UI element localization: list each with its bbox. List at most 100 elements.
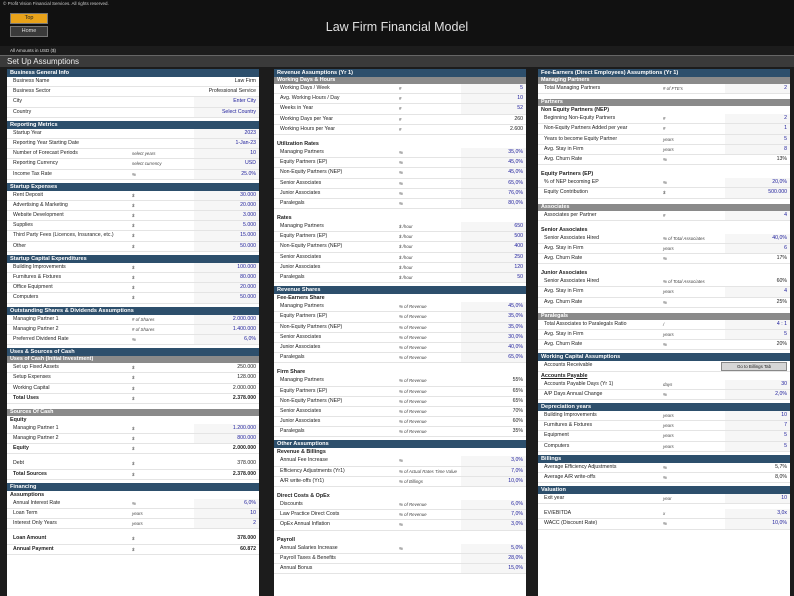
row-label: Senior Associates Hired	[544, 278, 600, 285]
input-cell[interactable]: Enter City	[194, 97, 259, 107]
input-cell[interactable]: Select Country	[194, 107, 259, 117]
input-cell[interactable]: 2.000.000	[194, 314, 259, 324]
input-cell[interactable]: 40,0%	[725, 233, 790, 243]
input-cell[interactable]: 2	[725, 114, 790, 124]
input-cell[interactable]: 10,0%	[725, 519, 790, 529]
input-cell[interactable]: 10	[725, 494, 790, 504]
input-cell[interactable]: 50.000	[194, 293, 259, 303]
table-row: Supplies $5.000	[7, 221, 259, 232]
table-row: Number of Forecast Periods select years 10	[7, 149, 259, 160]
input-cell[interactable]: 20.000	[194, 283, 259, 293]
input-cell[interactable]: 2023	[194, 128, 259, 138]
input-cell[interactable]: 2,0%	[725, 389, 790, 399]
rates-rows: Managing Partners $ /hour 650 Equity Partne…	[274, 222, 526, 284]
input-cell[interactable]: 400	[461, 242, 526, 252]
table-row: Interest Only Years years 2	[7, 519, 259, 530]
input-cell[interactable]: 5	[725, 441, 790, 451]
sub-head: Firm Share	[277, 369, 306, 376]
top-button[interactable]: Top	[10, 13, 48, 24]
input-cell[interactable]: 45,0%	[461, 302, 526, 312]
input-cell[interactable]: 40,0%	[461, 342, 526, 353]
input-cell[interactable]: 2	[725, 84, 790, 94]
input-cell[interactable]: 6,0%	[461, 500, 526, 510]
input-cell[interactable]: 80,0%	[461, 198, 526, 209]
input-cell[interactable]: 5.000	[194, 221, 259, 231]
input-cell[interactable]: 35,0%	[461, 312, 526, 322]
input-cell[interactable]: USD	[194, 159, 259, 169]
input-cell[interactable]: 20,0%	[725, 178, 790, 188]
input-cell[interactable]: 10,0%	[461, 476, 526, 486]
input-cell[interactable]: 45,0%	[461, 158, 526, 168]
input-cell[interactable]: 30,0%	[461, 332, 526, 342]
input-cell[interactable]: 15.000	[194, 231, 259, 241]
input-cell[interactable]: 2	[194, 519, 259, 529]
table-row: Working Days per Year #260	[274, 115, 526, 125]
input-cell[interactable]: 80.000	[194, 273, 259, 283]
input-cell[interactable]: 650	[461, 222, 526, 232]
row-unit: %	[132, 171, 136, 177]
input-cell[interactable]: 76,0%	[461, 188, 526, 198]
table-row: Avg. Churn Rate% 20%	[538, 340, 790, 351]
input-cell[interactable]: 6,0%	[194, 334, 259, 345]
input-cell[interactable]: 65,0%	[461, 178, 526, 188]
input-cell[interactable]: 3.000	[194, 211, 259, 221]
input-cell[interactable]: 7,0%	[461, 510, 526, 520]
input-cell[interactable]: 3,0x	[725, 509, 790, 519]
input-cell[interactable]: 10	[725, 410, 790, 421]
input-cell[interactable]: 50	[461, 273, 526, 283]
input-cell[interactable]: 35,0%	[461, 322, 526, 332]
input-cell[interactable]: 250	[461, 252, 526, 262]
table-row: Weeks in Year #52	[274, 104, 526, 115]
input-cell[interactable]: 5	[725, 134, 790, 144]
row-label: Setup Expenses	[13, 374, 51, 381]
go-to-billings-button[interactable]: Go to Billings Tab	[721, 362, 787, 372]
input-cell[interactable]: 1.200.000	[194, 423, 259, 434]
input-cell[interactable]: 6,0%	[194, 498, 259, 508]
input-cell[interactable]: 4	[725, 210, 790, 220]
input-cell[interactable]: 500.000	[725, 188, 790, 198]
input-cell[interactable]: 7	[725, 421, 790, 431]
input-cell[interactable]: 10	[194, 149, 259, 159]
input-cell[interactable]: 1-Jan-23	[194, 138, 259, 149]
input-cell[interactable]: 15,0%	[461, 563, 526, 574]
input-cell[interactable]: 120	[461, 262, 526, 272]
input-cell[interactable]: 10	[461, 94, 526, 104]
sub-head: Senior Associates	[541, 226, 588, 233]
input-cell[interactable]: 6	[725, 243, 790, 254]
input-cell[interactable]: 100.000	[194, 262, 259, 272]
row-label: Senior Associates	[280, 407, 322, 414]
input-cell[interactable]: 4	[725, 287, 790, 297]
input-cell[interactable]: 35,0%	[461, 147, 526, 158]
input-cell[interactable]: 5	[461, 84, 526, 94]
input-cell[interactable]: 500	[461, 232, 526, 242]
input-cell[interactable]: 5	[725, 330, 790, 340]
input-cell[interactable]: 5	[725, 431, 790, 441]
input-cell[interactable]: 1.400.000	[194, 324, 259, 334]
value-cell: 55%	[512, 377, 523, 384]
input-cell[interactable]: 4 : 1	[725, 319, 790, 329]
section-title: Revenue Shares	[274, 286, 526, 295]
home-button[interactable]: Home	[10, 26, 48, 37]
input-cell[interactable]: 25.0%	[194, 169, 259, 179]
row-unit: years	[663, 146, 674, 152]
input-cell[interactable]: 3,0%	[461, 456, 526, 466]
input-cell[interactable]: 30.000	[194, 190, 259, 200]
input-cell[interactable]: 8	[725, 144, 790, 154]
input-cell[interactable]: 45,0%	[461, 168, 526, 178]
row-label: Third Party Fees (Licences, Insurance, e…	[13, 232, 114, 239]
input-cell[interactable]: 28,0%	[461, 553, 526, 563]
direct-rows: Discounts% of Revenue 6,0% Law Practice Di…	[274, 500, 526, 531]
input-cell[interactable]: 52	[461, 104, 526, 114]
input-cell[interactable]: 30	[725, 379, 790, 389]
input-cell[interactable]: 20.000	[194, 200, 259, 211]
row-label: Loan Amount	[13, 535, 47, 542]
input-cell[interactable]: 50.000	[194, 241, 259, 251]
input-cell[interactable]: 5,0%	[461, 543, 526, 553]
input-cell[interactable]: 1	[725, 124, 790, 134]
row-unit: #	[663, 212, 666, 218]
input-cell[interactable]: 65,0%	[461, 353, 526, 363]
input-cell[interactable]: 7,0%	[461, 466, 526, 476]
input-cell[interactable]: 3,0%	[461, 520, 526, 530]
input-cell[interactable]: 800.000	[194, 434, 259, 444]
input-cell[interactable]: 10	[194, 509, 259, 519]
